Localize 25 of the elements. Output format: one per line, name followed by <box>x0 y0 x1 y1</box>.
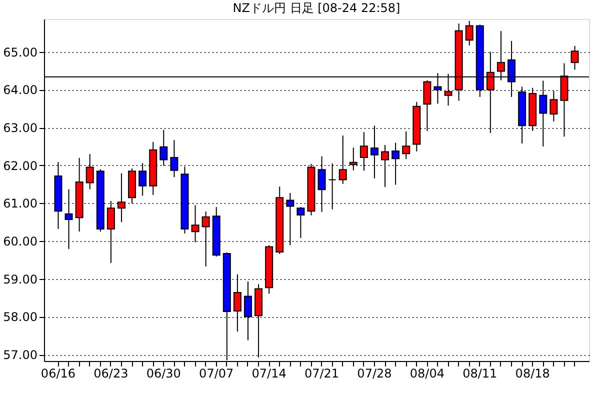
candlestick <box>296 206 305 239</box>
x-tick-label: 08/18 <box>515 366 550 380</box>
x-tick-label: 07/07 <box>199 366 234 380</box>
x-tick-label: 07/28 <box>357 366 392 380</box>
x-tick-label: 07/14 <box>252 366 286 380</box>
chart-title: NZドル円 日足 [08-24 22:58] <box>232 1 400 15</box>
y-tick-label: 64.00 <box>3 83 38 98</box>
y-tick-label: 60.00 <box>3 234 38 249</box>
x-tick-label: 07/21 <box>304 366 340 380</box>
candlestick <box>402 130 410 160</box>
y-tick-label: 62.00 <box>3 158 38 173</box>
x-tick-label: 08/04 <box>410 366 444 380</box>
y-tick-label: 63.00 <box>3 121 38 136</box>
x-tick-label: 06/16 <box>40 366 76 380</box>
x-tick-label: 06/23 <box>94 366 128 380</box>
candlestick <box>381 144 390 188</box>
x-tick-label: 06/30 <box>146 366 181 380</box>
y-tick-label: 57.00 <box>3 348 38 362</box>
y-tick-label: 65.00 <box>3 45 38 60</box>
candlestick <box>465 20 474 46</box>
y-tick-label: 61.00 <box>3 196 38 211</box>
y-tick-label: 58.00 <box>3 310 38 324</box>
candlestick <box>64 188 73 250</box>
y-tick-label: 59.00 <box>3 272 38 286</box>
x-tick-label: 08/11 <box>462 366 498 380</box>
